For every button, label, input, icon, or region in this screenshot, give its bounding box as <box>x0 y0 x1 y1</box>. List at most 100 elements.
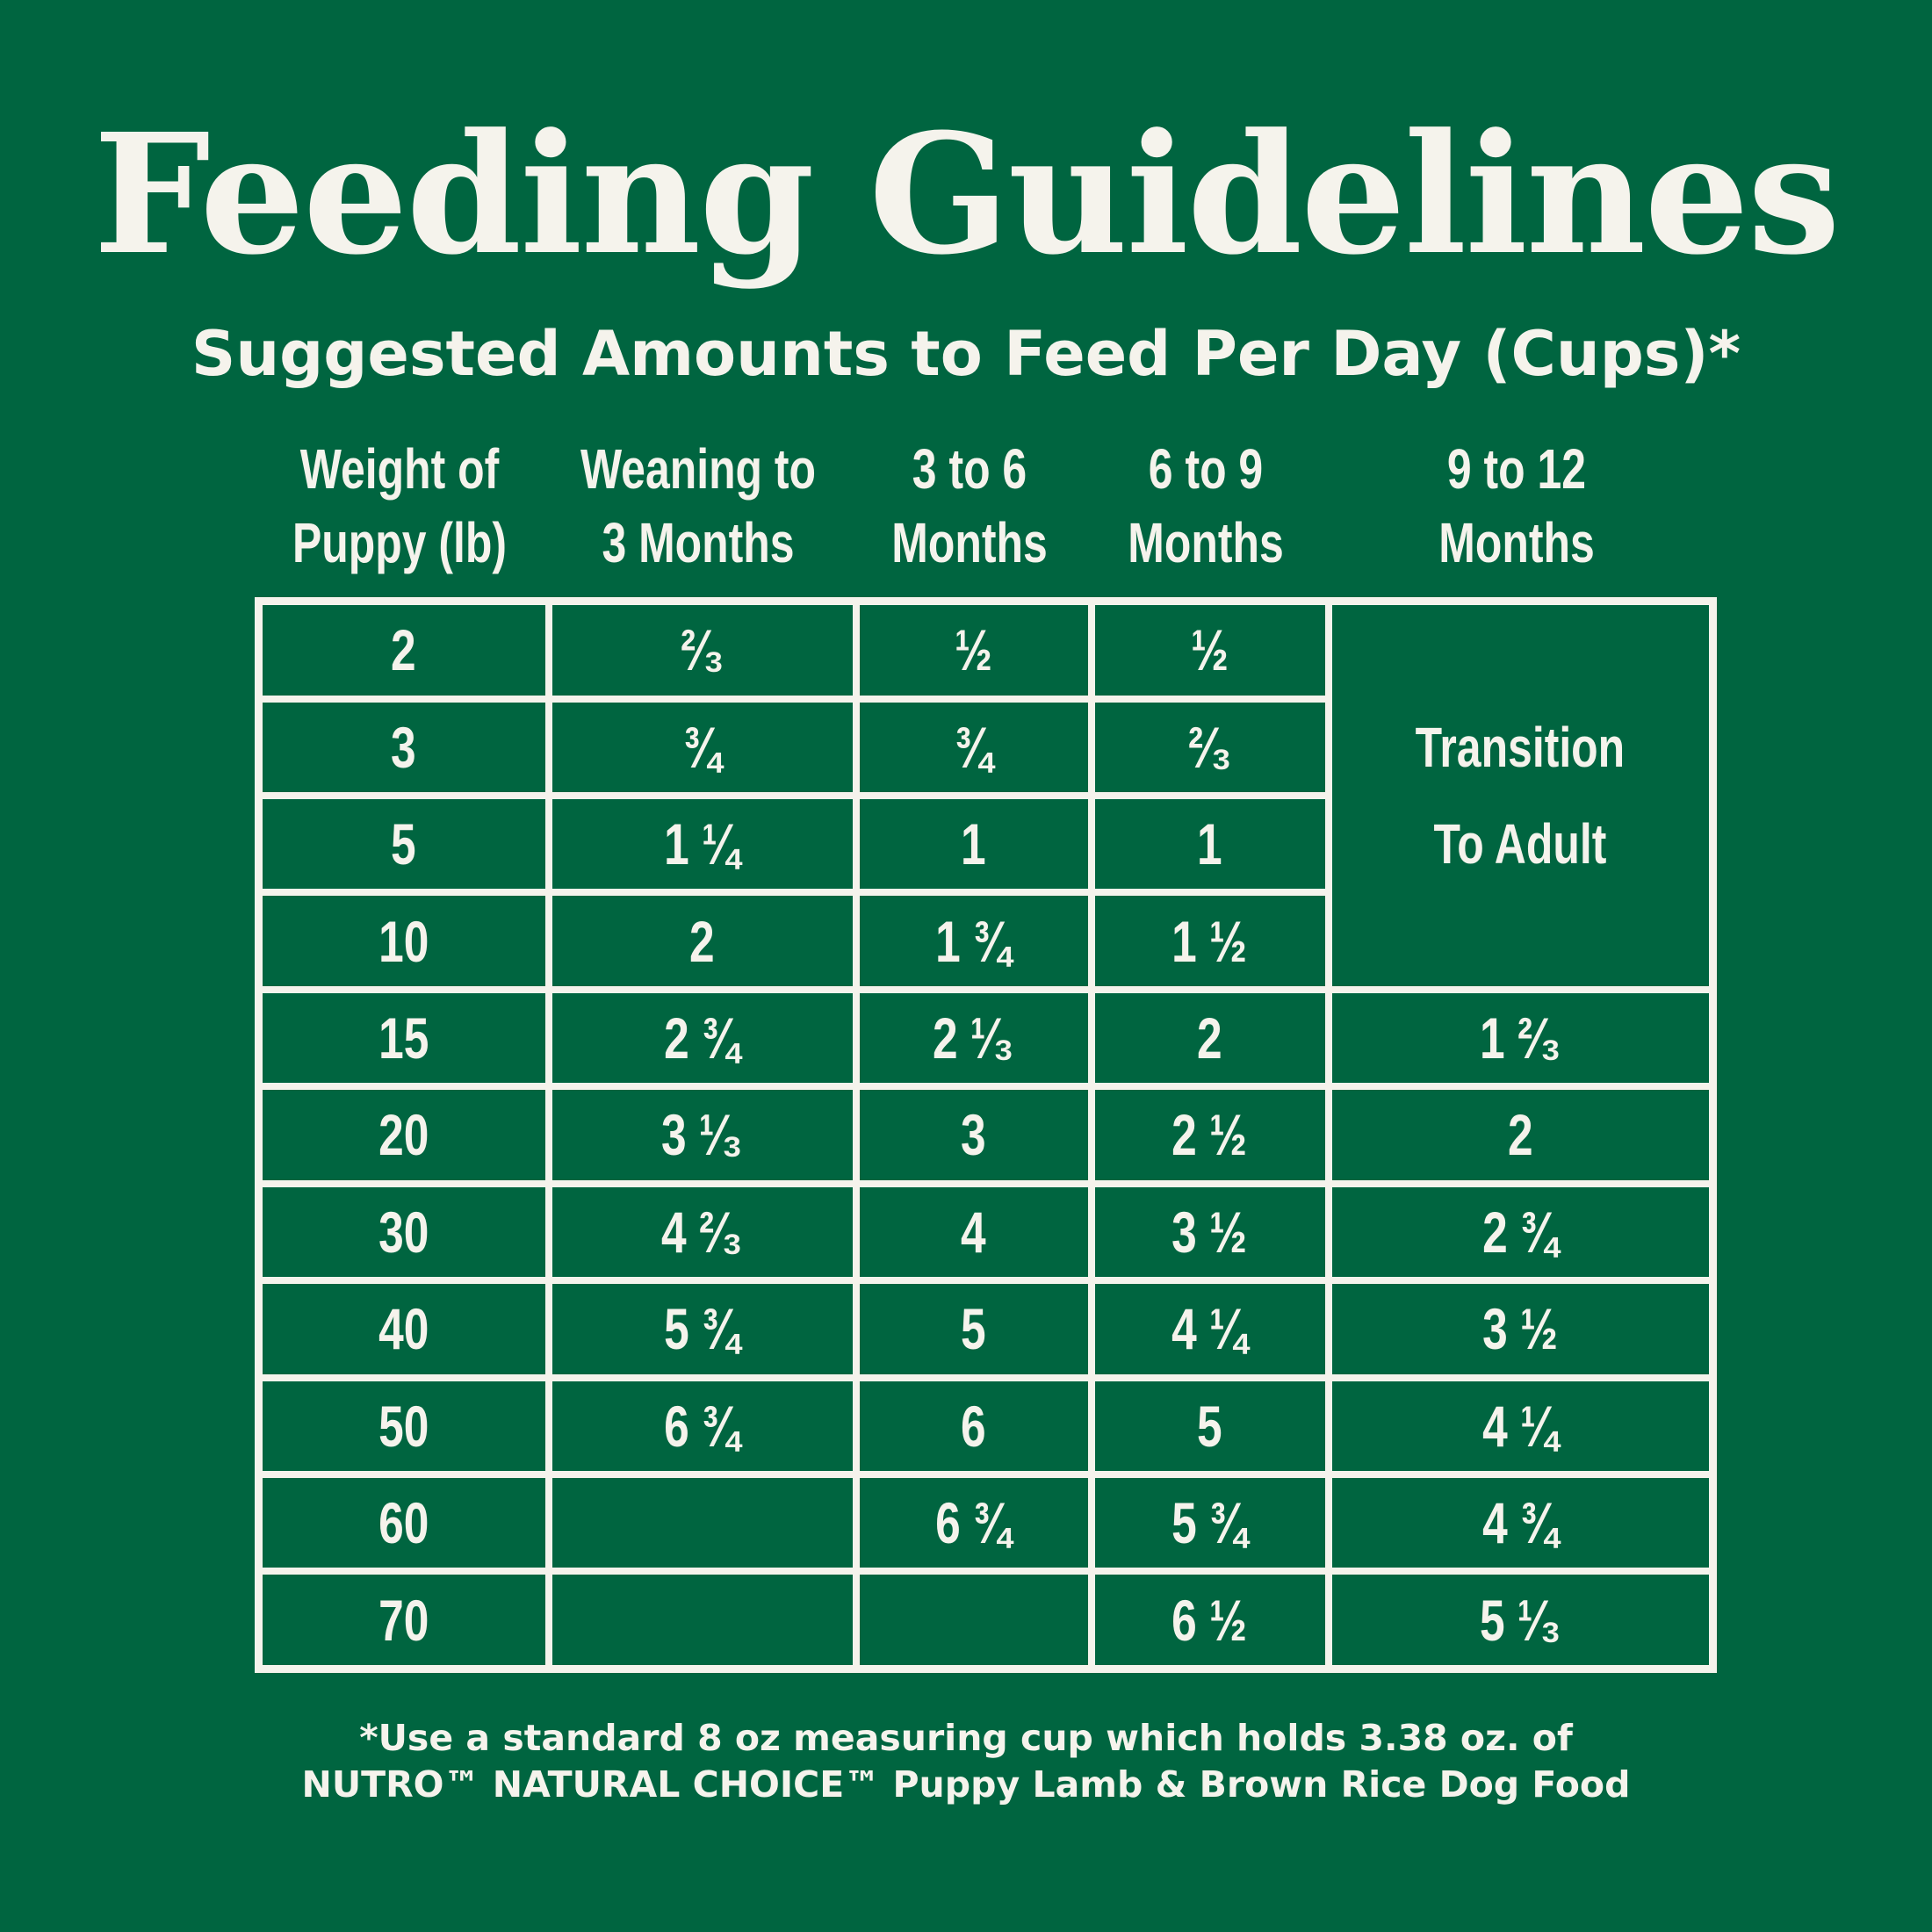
months-6-to-9-cell: ½ <box>1087 597 1332 703</box>
footnote-line2: NUTRO™ NATURAL CHOICE™ Puppy Lamb & Brow… <box>301 1763 1631 1806</box>
column-header-9-to-12: 9 to 12 Months <box>1366 432 1667 580</box>
column-header-3-to-6-line2: Months <box>891 511 1048 574</box>
months-3-to-6-cell: 4 <box>852 1179 1095 1285</box>
months-3-to-6-value: 1 ¾ <box>935 908 1012 974</box>
weaning-value: 2 ¾ <box>664 1006 740 1071</box>
months-6-to-9-value: 3 ½ <box>1171 1199 1248 1265</box>
weaning-value: ²⁄₃ <box>680 617 724 683</box>
weaning-value: 3 ¹⁄₃ <box>661 1102 743 1168</box>
months-6-to-9-value: 6 ½ <box>1171 1587 1248 1653</box>
weight-value: 20 <box>378 1102 429 1168</box>
months-6-to-9-cell: 1 <box>1087 791 1332 897</box>
table-row: 30 4 ²⁄₃ 4 3 ½ 2 ¾ <box>255 1179 1717 1285</box>
weaning-cell: 1 ¼ <box>544 791 860 897</box>
months-9-to-12-cell: 2 <box>1324 1083 1717 1187</box>
months-9-to-12-cell: 4 ¼ <box>1324 1373 1717 1478</box>
table-row: 3 ¾ ¾ ²⁄₃ <box>255 695 1713 800</box>
months-6-to-9-cell: 4 ¼ <box>1087 1277 1332 1381</box>
weight-value: 60 <box>378 1490 429 1556</box>
column-header-6-to-9-line2: Months <box>1128 511 1284 574</box>
months-3-to-6-cell: 2 ¹⁄₃ <box>852 985 1095 1091</box>
footnote: *Use a standard 8 oz measuring cup which… <box>0 1715 1932 1808</box>
weaning-value: ¾ <box>683 714 721 780</box>
months-3-to-6-cell: ¾ <box>852 695 1095 800</box>
column-header-weaning-line2: 3 Months <box>602 511 795 574</box>
months-3-to-6-cell: 5 <box>852 1277 1095 1381</box>
months-6-to-9-value: ½ <box>1191 617 1229 683</box>
weaning-cell: 2 <box>544 889 860 993</box>
months-3-to-6-cell: 1 <box>852 791 1095 897</box>
months-3-to-6-value: ¾ <box>955 714 992 780</box>
weight-value: 15 <box>378 1006 429 1071</box>
months-9-to-12-cell: 1 ²⁄₃ <box>1324 985 1717 1091</box>
table-row: 5 1 ¼ 1 1 <box>255 791 1713 897</box>
weight-cell: 10 <box>255 889 552 993</box>
months-3-to-6-value: 2 ¹⁄₃ <box>933 1006 1014 1071</box>
weight-cell: 60 <box>255 1470 552 1575</box>
column-header-9-to-12-line2: Months <box>1438 511 1595 574</box>
months-6-to-9-value: 2 <box>1197 1006 1222 1071</box>
column-header-weight-line2: Puppy (lb) <box>292 511 508 574</box>
column-header-weight-line1: Weight of <box>299 437 500 501</box>
months-3-to-6-cell: ½ <box>852 597 1095 703</box>
weight-cell: 30 <box>255 1179 552 1285</box>
table-row: 60 6 ¾ 5 ¾ 4 ¾ <box>255 1470 1717 1575</box>
months-6-to-9-cell: 5 ¾ <box>1087 1470 1332 1575</box>
months-6-to-9-cell: ²⁄₃ <box>1087 695 1332 800</box>
weight-cell: 20 <box>255 1083 552 1187</box>
months-6-to-9-value: ²⁄₃ <box>1187 714 1232 780</box>
months-3-to-6-cell: 6 ¾ <box>852 1470 1095 1575</box>
months-3-to-6-cell: 1 ¾ <box>852 889 1095 993</box>
weaning-cell: 2 ¾ <box>544 985 860 1091</box>
months-6-to-9-value: 4 ¼ <box>1171 1296 1248 1362</box>
column-header-3-to-6: 3 to 6 Months <box>877 432 1061 580</box>
months-6-to-9-value: 1 ½ <box>1171 908 1248 974</box>
page-title: Feeding Guidelines <box>93 97 1841 292</box>
weaning-cell: 6 ¾ <box>544 1373 860 1478</box>
table-row: 50 6 ¾ 6 5 4 ¼ <box>255 1373 1717 1478</box>
table-row: 20 3 ¹⁄₃ 3 2 ½ 2 <box>255 1083 1717 1187</box>
months-9-to-12-value: 3 ½ <box>1482 1296 1559 1362</box>
column-header-weight: Weight of Puppy (lb) <box>286 432 512 580</box>
weight-value: 30 <box>378 1199 429 1265</box>
table-row: 70 6 ½ 5 ¹⁄₃ <box>255 1568 1717 1673</box>
weight-cell: 2 <box>255 597 552 703</box>
months-6-to-9-cell: 3 ½ <box>1087 1179 1332 1285</box>
weaning-value: 4 ²⁄₃ <box>661 1199 743 1265</box>
weight-value: 3 <box>391 714 417 780</box>
weight-value: 2 <box>391 617 417 683</box>
months-9-to-12-value: 2 <box>1507 1102 1533 1168</box>
months-6-to-9-value: 5 ¾ <box>1171 1490 1248 1556</box>
months-3-to-6-value: 5 <box>961 1296 986 1362</box>
transition-line2: To Adult <box>1433 811 1607 876</box>
weight-cell: 5 <box>255 791 552 897</box>
months-6-to-9-cell: 2 ½ <box>1087 1083 1332 1187</box>
weaning-cell <box>544 1568 860 1673</box>
feeding-table: 2 ²⁄₃ ½ ½ Transition To Adult 3 ¾ ¾ ²⁄₃ … <box>255 597 1717 1673</box>
months-9-to-12-cell: 2 ¾ <box>1324 1179 1717 1285</box>
months-3-to-6-cell: 6 <box>852 1373 1095 1478</box>
weight-value: 5 <box>391 811 417 877</box>
months-3-to-6-cell <box>852 1568 1095 1673</box>
column-header-weaning: Weaning to 3 Months <box>579 432 818 580</box>
weaning-value: 6 ¾ <box>664 1393 740 1459</box>
table-row: 15 2 ¾ 2 ¹⁄₃ 2 1 ²⁄₃ <box>255 985 1717 1091</box>
weight-cell: 70 <box>255 1568 552 1673</box>
weight-cell: 50 <box>255 1373 552 1478</box>
weight-cell: 3 <box>255 695 552 800</box>
weight-cell: 40 <box>255 1277 552 1381</box>
months-6-to-9-cell: 2 <box>1087 985 1332 1091</box>
months-9-to-12-cell: 4 ¾ <box>1324 1470 1717 1575</box>
footnote-line1: *Use a standard 8 oz measuring cup which… <box>359 1717 1573 1759</box>
weaning-value: 5 ¾ <box>664 1296 740 1362</box>
months-9-to-12-value: 4 ¼ <box>1482 1393 1559 1459</box>
transition-to-adult-text: Transition To Adult <box>1416 699 1626 892</box>
weaning-cell: ²⁄₃ <box>544 597 860 703</box>
column-header-3-to-6-line1: 3 to 6 <box>912 437 1027 501</box>
weight-value: 70 <box>378 1587 429 1653</box>
weaning-cell <box>544 1470 860 1575</box>
months-3-to-6-value: 6 <box>961 1393 986 1459</box>
weight-value: 10 <box>378 908 429 974</box>
months-3-to-6-value: 6 ¾ <box>935 1490 1012 1556</box>
page-subtitle: Suggested Amounts to Feed Per Day (Cups)… <box>191 318 1741 390</box>
